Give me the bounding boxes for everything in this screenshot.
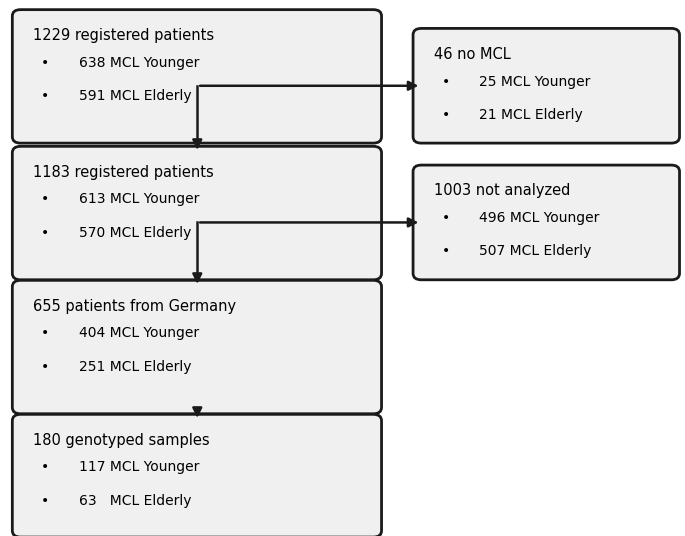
FancyBboxPatch shape <box>413 28 680 143</box>
Text: •: • <box>41 192 49 206</box>
Text: 63   MCL Elderly: 63 MCL Elderly <box>79 494 191 508</box>
Text: 21 MCL Elderly: 21 MCL Elderly <box>479 108 583 122</box>
Text: •: • <box>41 89 49 103</box>
Text: 1003 not analyzed: 1003 not analyzed <box>434 183 570 198</box>
Text: •: • <box>41 494 49 508</box>
Text: •: • <box>442 211 450 225</box>
Text: •: • <box>41 326 49 340</box>
Text: •: • <box>41 226 49 240</box>
FancyBboxPatch shape <box>12 280 382 414</box>
Text: 496 MCL Younger: 496 MCL Younger <box>479 211 600 225</box>
Text: 180 genotyped samples: 180 genotyped samples <box>33 433 210 448</box>
Text: •: • <box>442 75 450 88</box>
Text: 591 MCL Elderly: 591 MCL Elderly <box>79 89 191 103</box>
Text: 1183 registered patients: 1183 registered patients <box>33 165 214 180</box>
Text: •: • <box>41 360 49 374</box>
Text: 117 MCL Younger: 117 MCL Younger <box>79 460 199 474</box>
Text: 1229 registered patients: 1229 registered patients <box>33 28 214 43</box>
Text: 46 no MCL: 46 no MCL <box>434 47 510 62</box>
Text: 404 MCL Younger: 404 MCL Younger <box>79 326 199 340</box>
FancyBboxPatch shape <box>413 165 680 280</box>
Text: 655 patients from Germany: 655 patients from Germany <box>33 299 236 314</box>
Text: 507 MCL Elderly: 507 MCL Elderly <box>479 244 592 258</box>
Text: •: • <box>442 108 450 122</box>
Text: 638 MCL Younger: 638 MCL Younger <box>79 56 199 70</box>
Text: 570 MCL Elderly: 570 MCL Elderly <box>79 226 191 240</box>
FancyBboxPatch shape <box>12 146 382 280</box>
Text: 25 MCL Younger: 25 MCL Younger <box>479 75 591 88</box>
FancyBboxPatch shape <box>12 414 382 536</box>
Text: 251 MCL Elderly: 251 MCL Elderly <box>79 360 191 374</box>
Text: •: • <box>41 56 49 70</box>
FancyBboxPatch shape <box>12 10 382 143</box>
Text: •: • <box>41 460 49 474</box>
Text: •: • <box>442 244 450 258</box>
Text: 613 MCL Younger: 613 MCL Younger <box>79 192 199 206</box>
